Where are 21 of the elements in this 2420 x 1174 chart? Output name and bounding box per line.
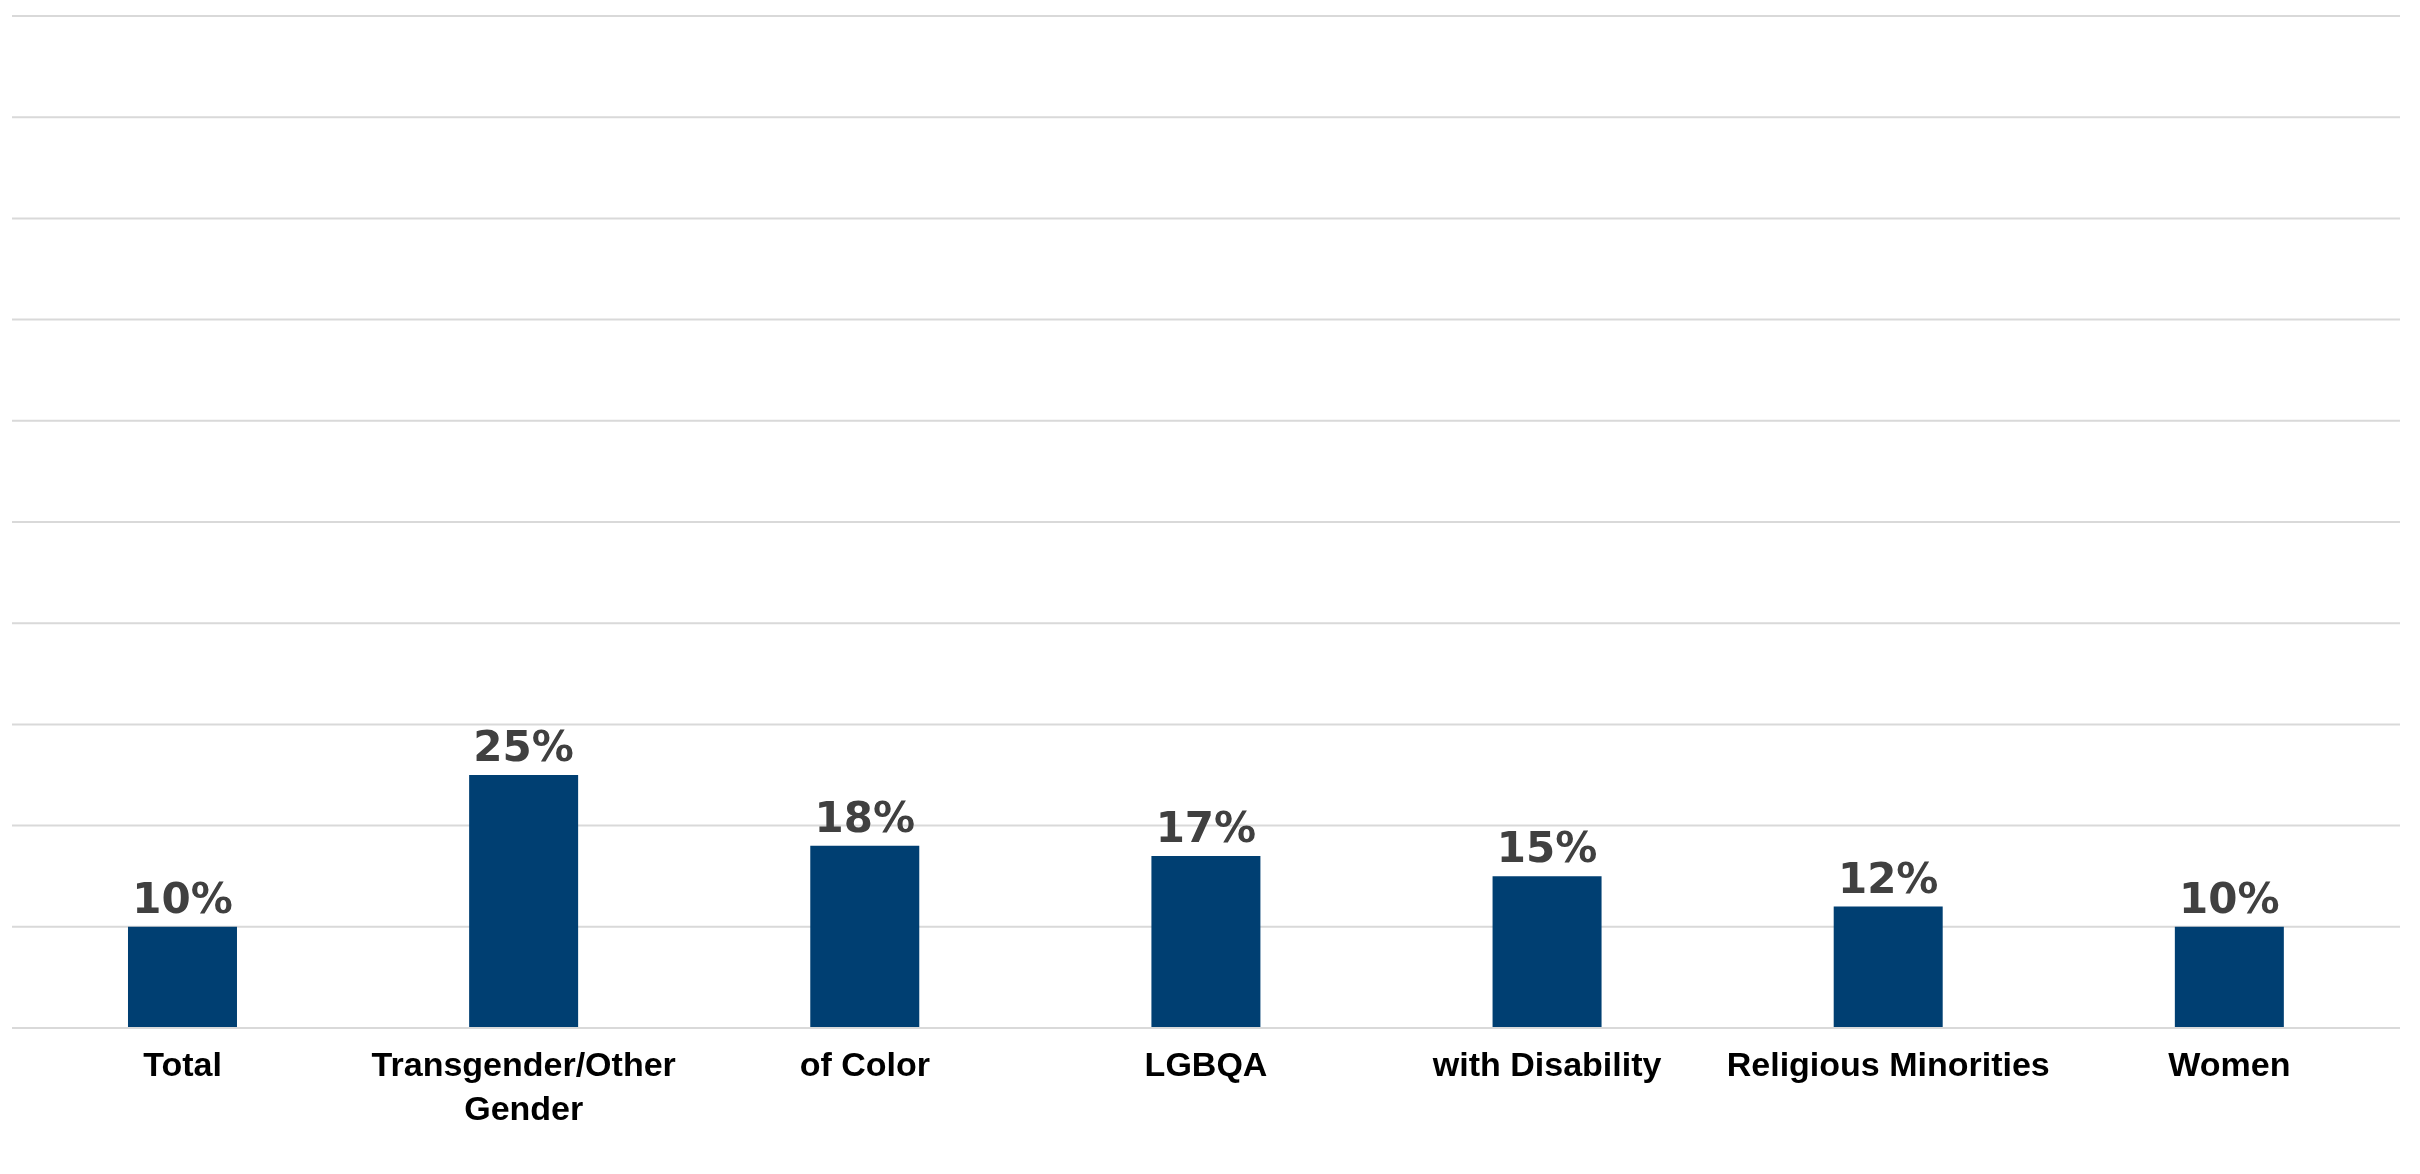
data-label: 18% xyxy=(814,792,916,842)
x-tick-label: with Disability xyxy=(1431,1045,1662,1083)
x-tick-label: Religious Minorities xyxy=(1726,1045,2050,1083)
bar xyxy=(1151,855,1261,1028)
x-tick-label: Women xyxy=(2168,1045,2291,1083)
bar xyxy=(1833,906,1943,1028)
x-tick-label: Transgender/Other Gender xyxy=(371,1045,676,1127)
bar xyxy=(810,845,920,1028)
data-label: 12% xyxy=(1837,853,1939,903)
x-tick-label: LGBQA xyxy=(1144,1045,1268,1083)
x-tick-label: Total xyxy=(143,1045,222,1083)
data-label: 10% xyxy=(132,873,233,923)
data-label: 10% xyxy=(2179,873,2280,923)
x-tick-label: of Color xyxy=(799,1045,931,1083)
data-label: 15% xyxy=(1496,823,1598,873)
bar xyxy=(2174,926,2284,1028)
data-label: 17% xyxy=(1155,802,1257,852)
bar xyxy=(1492,876,1602,1028)
bar xyxy=(127,926,237,1028)
data-label: 25% xyxy=(473,722,574,771)
bar xyxy=(469,775,579,1028)
